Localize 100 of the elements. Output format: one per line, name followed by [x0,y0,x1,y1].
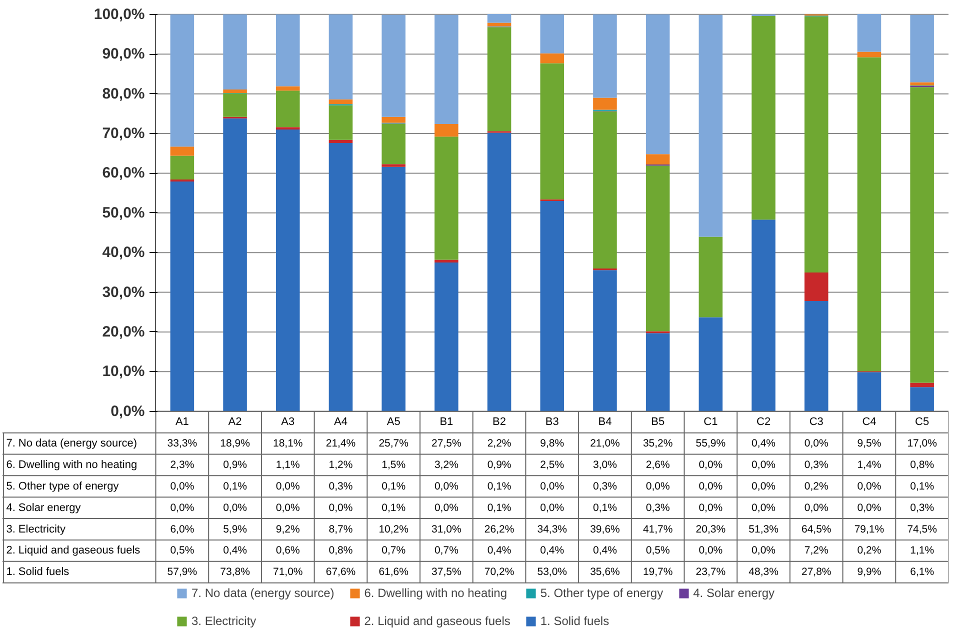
y-tick-label: 90,0% [102,46,145,63]
x-tick-label: A4 [334,416,348,428]
data-label: 0,3% [328,480,353,492]
data-label: 0,3% [593,480,617,492]
text: 3. Electricity [6,523,66,536]
data-label: 0,4% [487,544,512,557]
data-label: 0,3% [804,458,828,471]
y-tick-label: 60,0% [102,164,145,182]
data-label: 21,0% [590,438,620,450]
data-label: 1,4% [857,458,882,471]
data-label: 5,9% [223,523,248,536]
data-label: 0,2% [857,544,882,557]
data-label: 0,0% [170,502,194,514]
text: 6. Dwelling with no heating [6,458,138,471]
y-tick-label: 10,0% [102,363,145,380]
data-label: 0,5% [646,544,670,557]
data-label: 9,5% [857,438,882,450]
data-label: 25,7% [378,438,408,450]
data-label: 2,2% [487,438,512,450]
data-label: 8,7% [328,523,353,536]
data-label: 21,4% [326,438,356,450]
data-label: 61,6% [378,566,408,578]
x-tick-label: A1 [175,416,189,428]
data-label: 0,0% [434,502,458,514]
data-label: 73,8% [220,566,250,578]
data-label: 0,4% [752,438,776,450]
data-label: 0,5% [170,544,194,557]
legend-label: 4. Solar energy [693,586,774,600]
data-label: 0,1% [223,480,248,492]
data-label: 0,4% [223,544,248,557]
y-tick-label: 30,0% [102,284,145,301]
data-label: 0,0% [698,480,723,492]
data-label: 0,4% [593,544,617,557]
data-label: 31,0% [432,523,462,536]
data-label: 0,8% [910,458,934,471]
text: 1. Solid fuels [6,566,70,578]
data-label: 48,3% [748,566,778,578]
x-tick-label: B3 [545,416,559,428]
x-tick-label: B2 [492,416,506,428]
data-label: 0,0% [170,480,194,492]
data-label: 67,6% [326,566,356,578]
data-label: 0,3% [646,502,670,514]
data-label: 0,0% [698,458,723,471]
data-label: 57,9% [167,566,198,578]
data-label: 79,1% [854,523,884,536]
data-label: 1,5% [382,458,406,471]
data-label: 0,0% [646,480,670,492]
data-label: 0,7% [434,544,458,557]
data-label: 0,0% [276,502,300,514]
data-label: 0,2% [804,480,828,492]
data-label: 0,9% [487,458,512,471]
data-label: 35,2% [642,438,673,450]
data-label: 0,0% [752,502,776,514]
data-label: 3,2% [434,458,458,471]
data-label: 0,7% [382,544,406,557]
data-label: 27,5% [432,438,462,450]
data-label: 27,8% [801,566,832,578]
data-label: 37,5% [432,566,462,578]
data-label: 0,0% [540,480,564,492]
data-label: 2,3% [170,458,194,471]
data-label: 0,9% [223,458,248,471]
data-label: 35,6% [590,566,620,578]
legend-label: 3. Electricity [192,614,256,628]
y-tick-label: 50,0% [102,204,145,222]
data-label: 53,0% [537,566,568,578]
legend-label: 7. No data (energy source) [192,586,334,600]
data-label: 18,1% [273,438,303,450]
data-label: 0,4% [540,544,564,557]
data-label: 0,0% [434,480,458,492]
data-label: 0,0% [752,480,776,492]
data-label: 0,0% [857,480,882,492]
data-label: 6,0% [170,523,194,536]
x-tick-label: C2 [756,416,771,428]
data-label: 0,0% [276,480,300,492]
data-label: 71,0% [273,566,303,578]
data-label: 39,6% [590,523,620,536]
data-label: 0,0% [223,502,248,514]
data-label: 0,8% [328,544,353,557]
x-tick-label: C5 [915,416,930,428]
data-label: 3,0% [593,458,617,471]
y-tick-label: 0,0% [110,402,145,420]
data-label: 0,0% [752,544,776,557]
data-label: 2,6% [646,458,670,471]
y-tick-label: 80,0% [102,85,145,102]
x-tick-label: A5 [386,416,400,428]
data-label: 0,1% [593,502,617,514]
data-label: 0,1% [382,502,406,514]
data-label: 18,9% [220,438,250,450]
data-label: 55,9% [696,438,726,450]
x-tick-label: A3 [281,416,295,428]
text: 5. Other type of energy [6,480,119,492]
x-tick-label: C3 [809,416,824,428]
data-label: 7,2% [804,544,828,557]
y-tick-label: 20,0% [102,323,145,340]
data-label: 1,1% [910,544,934,557]
data-label: 10,2% [378,523,408,536]
legend-label: 6. Dwelling with no heating [364,586,508,600]
data-label: 23,7% [696,566,726,578]
legend-label: 2. Liquid and gaseous fuels [364,614,510,628]
data-label: 9,2% [276,523,300,536]
